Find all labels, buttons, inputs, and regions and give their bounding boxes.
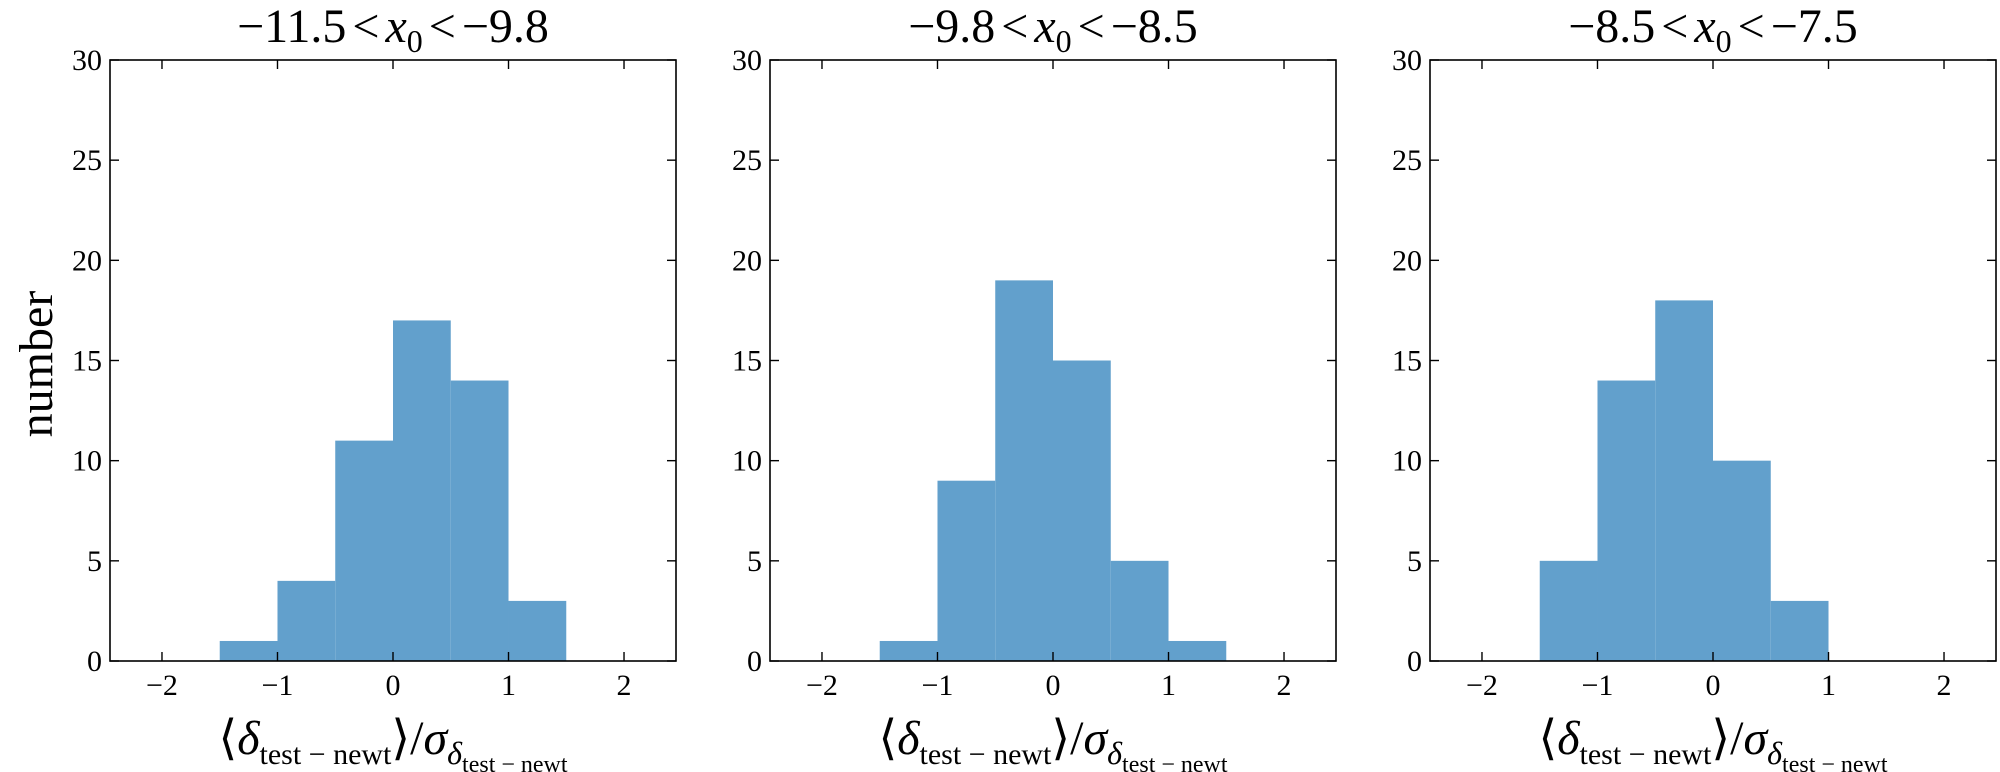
histogram-bar (219, 640, 278, 661)
x-tick-label: −2 (806, 669, 838, 702)
histogram-bar (879, 640, 938, 661)
y-tick-label: 0 (747, 645, 762, 678)
x-tick-label: 0 (1046, 669, 1061, 702)
panel-title: −9.8 < x0 < −8.5 (908, 0, 1198, 59)
x-tick-label: 0 (386, 669, 401, 702)
histogram-bar (1168, 640, 1227, 661)
histogram-bar (393, 320, 451, 661)
x-tick-label: 2 (1277, 669, 1292, 702)
panel-title: −8.5 < x0 < −7.5 (1568, 0, 1858, 59)
y-tick-label: 0 (1407, 645, 1422, 678)
y-tick-label: 10 (72, 445, 102, 478)
y-tick-label: 20 (72, 244, 102, 277)
y-tick-label: 30 (732, 44, 762, 77)
histogram-bar (1770, 600, 1829, 661)
y-tick-label: 15 (732, 345, 762, 378)
x-axis-label: ⟨δtest − newt⟩/σδtest − newt (218, 712, 567, 772)
histogram-bar (1597, 380, 1656, 661)
y-axis-label: number (10, 291, 63, 438)
y-tick-label: 30 (72, 44, 102, 77)
histogram-bar (1713, 460, 1771, 661)
x-tick-label: 1 (1821, 669, 1836, 702)
x-tick-label: −1 (922, 669, 954, 702)
x-tick-label: 2 (617, 669, 632, 702)
y-tick-label: 25 (1392, 144, 1422, 177)
y-tick-label: 5 (747, 545, 762, 578)
histogram-bar (450, 380, 509, 661)
y-tick-label: 10 (732, 445, 762, 478)
histogram-bar (508, 600, 567, 661)
panel-title: −11.5 < x0 < −9.8 (237, 0, 549, 59)
y-tick-label: 20 (1392, 244, 1422, 277)
y-tick-label: 10 (1392, 445, 1422, 478)
x-tick-label: 1 (501, 669, 516, 702)
x-tick-label: 1 (1161, 669, 1176, 702)
y-tick-label: 25 (72, 144, 102, 177)
y-tick-label: 5 (87, 545, 102, 578)
x-tick-label: −2 (146, 669, 178, 702)
y-tick-label: 30 (1392, 44, 1422, 77)
histogram-bar (277, 580, 336, 661)
y-tick-label: 15 (1392, 345, 1422, 378)
y-tick-label: 25 (732, 144, 762, 177)
x-axis-label: ⟨δtest − newt⟩/σδtest − newt (878, 712, 1227, 772)
y-tick-label: 15 (72, 345, 102, 378)
histogram-bar (335, 440, 393, 661)
histogram-bar (1655, 300, 1713, 661)
x-tick-label: −1 (262, 669, 294, 702)
histogram-bar (1053, 360, 1111, 661)
y-tick-label: 5 (1407, 545, 1422, 578)
histogram-bar (1539, 560, 1598, 661)
histogram-bar (1110, 560, 1169, 661)
histogram-bar (937, 480, 996, 661)
x-tick-label: 2 (1937, 669, 1952, 702)
x-tick-label: −2 (1466, 669, 1498, 702)
x-tick-label: −1 (1582, 669, 1614, 702)
x-axis-label: ⟨δtest − newt⟩/σδtest − newt (1538, 712, 1887, 772)
histogram-bar (995, 280, 1053, 661)
y-tick-label: 0 (87, 645, 102, 678)
x-tick-label: 0 (1706, 669, 1721, 702)
y-tick-label: 20 (732, 244, 762, 277)
